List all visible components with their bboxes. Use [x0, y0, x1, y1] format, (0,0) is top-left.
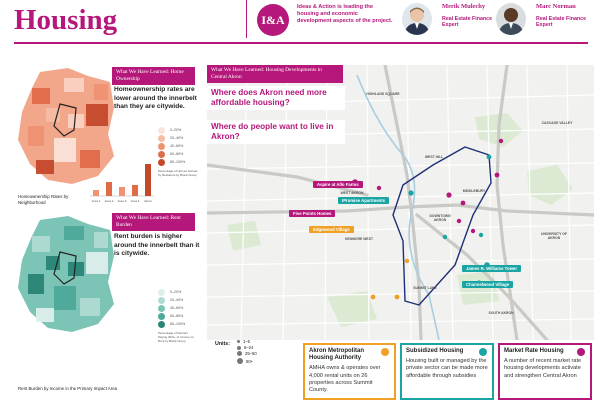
- box-body: Housing built or managed by the private …: [406, 358, 488, 379]
- avatar: [496, 3, 526, 35]
- home-ownership-heading: What We Have Learned: Home Ownership: [112, 67, 195, 85]
- legend-swatch: [158, 142, 165, 150]
- central-akron-map: [205, 63, 596, 342]
- legend-swatch: [158, 296, 165, 304]
- legend-swatch: [158, 304, 165, 312]
- development-label: Edgewood Village: [309, 226, 354, 233]
- amha-color-dot: [381, 348, 389, 356]
- box-title: Subsidized Housing: [406, 348, 464, 354]
- chart-bar: [93, 190, 99, 196]
- legend-item: 40–60%: [158, 304, 198, 312]
- development-label: Five Points Homes: [289, 210, 336, 217]
- legend-item: 20–40%: [158, 134, 198, 142]
- central-akron-question-1: Where does Akron need more affordable ho…: [207, 86, 345, 110]
- rent-burden-map: [18, 216, 114, 332]
- box-title: Market Rate Housing: [504, 348, 564, 354]
- chart-bar: [106, 182, 112, 196]
- person-name: Marc Norman: [536, 3, 576, 10]
- place-label: WEST HILL: [424, 155, 444, 159]
- box-body: AMHA owns & operates over 4,000 rental u…: [309, 365, 381, 393]
- chart-tick-label: Area 4: [131, 199, 140, 203]
- place-label: KENMORE WEST: [344, 237, 374, 241]
- legend-item: 40–60%: [158, 142, 198, 150]
- header-divider: [246, 0, 247, 38]
- legend-swatch: [158, 320, 165, 328]
- development-label: Aspire at Allo Farms: [313, 181, 363, 188]
- person-card-1: Merik Mulechy Real Estate Finance Expert: [402, 0, 502, 40]
- chart-tick-label: Area 2: [105, 199, 114, 203]
- legend-swatch: [158, 312, 165, 320]
- units-dot: [237, 340, 240, 343]
- home-ownership-map: [18, 68, 114, 184]
- development-label: James R. Williams Tower: [462, 265, 521, 272]
- market-rate-legend-box: Market Rate Housing A number of recent m…: [498, 343, 592, 400]
- units-dot: [237, 358, 243, 364]
- legend-item: 60–80%: [158, 312, 198, 320]
- amha-legend-box: Akron Metropolitan Housing Authority AMH…: [303, 343, 396, 400]
- place-label: MIDDLEBURY: [462, 189, 486, 193]
- page-title: Housing: [14, 4, 118, 36]
- avatar: [402, 3, 432, 35]
- subsidized-legend-box: Subsidized Housing Housing built or mana…: [400, 343, 494, 400]
- ia-logo-badge: I&A: [257, 4, 289, 36]
- home-ownership-statement: Homeownership rates are lower around the…: [114, 86, 197, 111]
- person-card-2: Marc Norman Real Estate Finance Expert: [496, 0, 596, 40]
- box-title: Akron Metropolitan Housing Authority: [309, 348, 364, 362]
- legend-item: 20–40%: [158, 296, 198, 304]
- central-akron-map-panel: [205, 63, 596, 342]
- place-label: SOUTH AKRON: [488, 311, 514, 315]
- home-ownership-map-caption: Homeownership Rates by Neighborhood: [18, 194, 69, 205]
- central-akron-question-2: Where do people want to live in Akron?: [207, 120, 345, 144]
- chart-bar: [132, 185, 138, 196]
- header-rule: [14, 42, 588, 44]
- central-akron-heading: What We Have Learned: Housing Developmen…: [207, 65, 343, 83]
- subsidized-color-dot: [479, 348, 487, 356]
- development-label: IPromise Apartments: [338, 197, 390, 204]
- legend-item: 80–100%: [158, 158, 198, 166]
- rent-burden-heading: What We Have Learned: Rent Burden: [112, 213, 195, 231]
- home-ownership-legend: 0–20% 20–40% 40–60% 60–80% 80–100% Perce…: [158, 126, 198, 178]
- units-item: 6–24: [237, 345, 253, 350]
- units-dot: [237, 351, 242, 356]
- legend-swatch: [158, 150, 165, 158]
- units-item: 50+: [237, 358, 253, 364]
- chart-tick-label: Area 3: [118, 199, 127, 203]
- legend-item: 0–20%: [158, 288, 198, 296]
- chart-tick-label: Akron: [144, 199, 152, 203]
- legend-item: 80–100%: [158, 320, 198, 328]
- market-rate-color-dot: [577, 348, 585, 356]
- place-label: UNIVERSITY OF AKRON: [541, 232, 567, 240]
- ia-description: Ideas & Action is leading the housing an…: [297, 4, 393, 25]
- place-label: WEST AKRON: [340, 191, 364, 195]
- legend-swatch: [158, 126, 165, 134]
- rent-burden-statement: Rent burden is higher around the innerbe…: [114, 233, 200, 258]
- place-label: SUMMIT LAKE: [413, 286, 437, 290]
- person-name: Merik Mulechy: [442, 3, 486, 10]
- legend-swatch: [158, 134, 165, 142]
- chart-tick-label: Area 1: [92, 199, 101, 203]
- place-label: DOWNTOWN AKRON: [429, 214, 451, 222]
- rent-burden-legend: 0–20% 20–40% 40–60% 60–80% 80–100% Perce…: [158, 288, 198, 343]
- rent-burden-map-caption: Rent Burden by Income in the Primary Imp…: [18, 386, 118, 391]
- units-item: 25–50: [237, 351, 257, 356]
- box-body: A number of recent market rate housing d…: [504, 358, 582, 379]
- person-role: Real Estate Finance Expert: [536, 16, 587, 29]
- units-item: 1–5: [237, 339, 250, 344]
- place-label: HIGHLAND SQUARE: [366, 92, 400, 96]
- legend-swatch: [158, 158, 165, 166]
- home-ownership-bar-chart: Area 1 Area 2 Area 3 Area 4 Akron: [90, 164, 154, 203]
- place-label: CASCADE VALLEY: [541, 121, 573, 125]
- development-label: Channelwood Village: [462, 281, 514, 288]
- chart-bar: [119, 187, 125, 196]
- legend-swatch: [158, 288, 165, 296]
- legend-item: 0–20%: [158, 126, 198, 134]
- chart-bar: [145, 164, 151, 196]
- units-label: Units:: [215, 341, 231, 347]
- legend-note: Percentage of Renters Paying 30%+ of Inc…: [158, 331, 194, 343]
- units-dot: [237, 345, 241, 350]
- person-role: Real Estate Finance Expert: [442, 16, 493, 29]
- legend-item: 60–80%: [158, 150, 198, 158]
- legend-note: Percentage of Homes Owned by Residents b…: [158, 169, 198, 177]
